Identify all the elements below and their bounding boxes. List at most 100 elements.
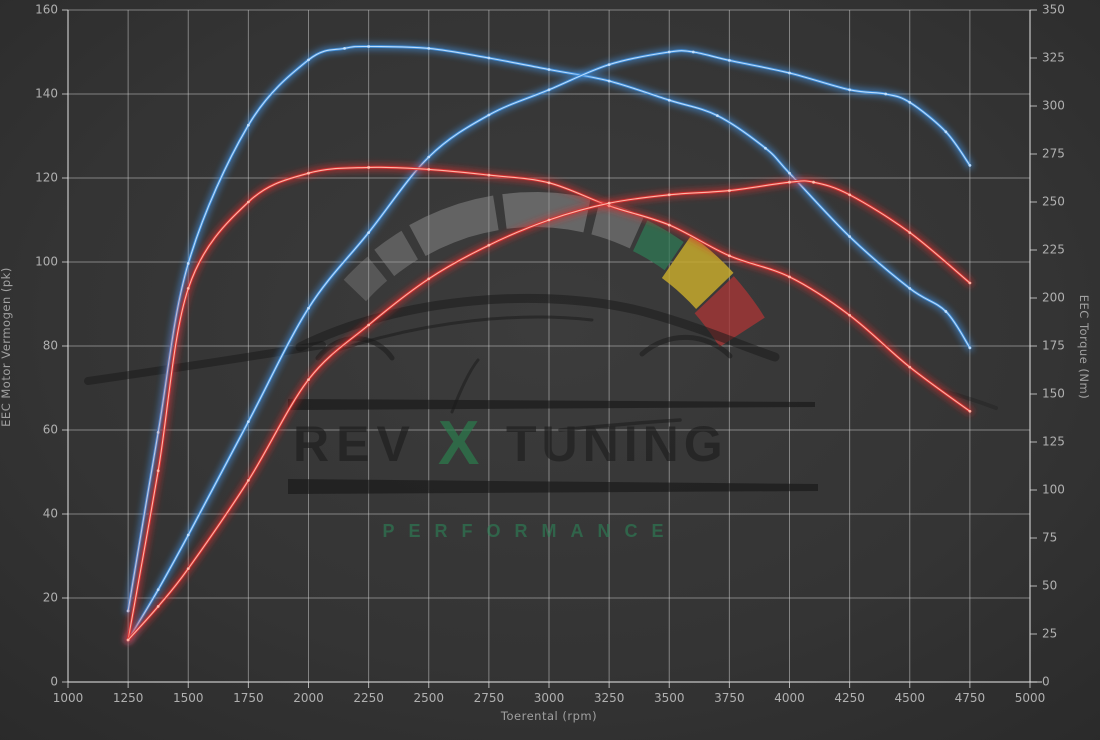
series-core-line — [127, 50, 971, 641]
logo-bar-top — [288, 399, 815, 410]
data-point-marker — [764, 146, 767, 150]
data-point-marker — [126, 609, 130, 613]
brand-text-x: X — [438, 409, 479, 478]
data-point-marker — [487, 113, 491, 117]
data-point-marker — [727, 254, 731, 258]
brand-text-rev: REV — [293, 416, 417, 472]
data-point-marker — [487, 243, 491, 247]
series-red-power — [124, 177, 974, 644]
tick-label: 4000 — [774, 691, 805, 705]
data-point-marker — [547, 68, 551, 71]
data-point-marker — [427, 155, 431, 159]
data-point-marker — [307, 378, 310, 381]
tick-label: 75 — [1042, 531, 1057, 545]
tick-label: 0 — [50, 675, 58, 689]
data-point-marker — [788, 171, 791, 175]
tick-label: 300 — [1042, 99, 1065, 113]
tick-label: 0 — [1042, 675, 1050, 689]
gauge-segment — [661, 235, 734, 309]
tick-label: 3250 — [594, 691, 625, 705]
series-red-torque — [124, 163, 974, 644]
tick-label: 2250 — [353, 691, 384, 705]
gauge-segment — [694, 276, 765, 347]
data-point-marker — [667, 193, 671, 197]
tick-label: 2000 — [293, 691, 324, 705]
gauge-segment — [374, 230, 418, 277]
data-point-marker — [968, 164, 972, 167]
data-point-marker — [788, 275, 791, 279]
tick-label: 200 — [1042, 291, 1065, 305]
data-point-marker — [307, 306, 310, 310]
tick-label: 225 — [1042, 243, 1065, 257]
data-point-marker — [367, 231, 371, 235]
data-point-marker — [667, 50, 671, 54]
tick-label: 350 — [1042, 3, 1065, 17]
curves — [124, 42, 974, 644]
tick-label: 3000 — [534, 691, 565, 705]
gauge-segment — [343, 256, 388, 302]
data-point-marker — [427, 167, 431, 171]
data-point-marker — [186, 262, 190, 265]
data-point-marker — [156, 588, 160, 591]
gauge-icon — [343, 192, 765, 347]
series-core-line — [127, 180, 971, 641]
tick-label: 25 — [1042, 627, 1057, 641]
brand-tagline: PERFORMANCE — [382, 521, 677, 541]
data-point-marker — [246, 479, 250, 482]
tick-label: 50 — [1042, 579, 1057, 593]
logo-bar-bottom — [288, 479, 818, 494]
data-point-marker — [246, 123, 250, 127]
data-point-marker — [367, 45, 371, 48]
data-point-marker — [156, 431, 160, 434]
left-axis-title: EEC Motor Vermogen (pk) — [0, 267, 13, 427]
data-point-marker — [812, 180, 815, 184]
data-point-marker — [186, 533, 190, 537]
data-point-marker — [727, 59, 731, 62]
gauge-segment — [409, 195, 499, 256]
data-point-marker — [367, 166, 371, 169]
data-point-marker — [186, 567, 190, 570]
data-point-marker — [908, 231, 912, 235]
tick-label: 140 — [35, 87, 58, 101]
tick-label: 1250 — [113, 691, 144, 705]
data-point-marker — [848, 235, 852, 238]
tick-label: 325 — [1042, 51, 1065, 65]
data-point-marker — [968, 281, 972, 285]
data-point-marker — [788, 180, 791, 184]
axis-labels: 1000 1250 1500 1750 2000 2250 2500 2750 3000 3250… — [35, 3, 1065, 706]
gauge-segment — [633, 220, 684, 271]
series-blue-power — [124, 47, 974, 644]
tick-label: 175 — [1042, 339, 1065, 353]
data-point-marker — [547, 218, 551, 222]
tick-label: 40 — [43, 507, 58, 521]
data-point-marker — [715, 114, 719, 117]
data-point-marker — [427, 47, 431, 50]
data-point-marker — [691, 50, 695, 54]
tick-label: 80 — [43, 339, 58, 353]
data-point-marker — [427, 277, 431, 281]
tick-label: 160 — [35, 3, 58, 17]
series-core-line — [127, 45, 971, 612]
data-point-marker — [667, 98, 671, 102]
tick-label: 60 — [43, 423, 58, 437]
logo-bars — [288, 399, 818, 494]
tick-label: 120 — [35, 171, 58, 185]
tick-label: 100 — [35, 255, 58, 269]
tick-label: 4500 — [894, 691, 925, 705]
tick-label: 275 — [1042, 147, 1065, 161]
tick-label: 4250 — [834, 691, 865, 705]
data-point-marker — [848, 88, 852, 92]
data-point-marker — [246, 200, 250, 204]
data-point-marker — [968, 409, 972, 413]
data-point-marker — [727, 189, 731, 193]
grid — [67, 9, 1042, 683]
data-point-marker — [884, 92, 888, 96]
data-point-marker — [848, 313, 852, 317]
data-point-marker — [908, 287, 912, 290]
tick-label: 1500 — [173, 691, 204, 705]
right-axis-title: EEC Torque (Nm) — [1077, 294, 1091, 400]
tick-label: 1000 — [53, 691, 84, 705]
data-point-marker — [944, 130, 948, 134]
